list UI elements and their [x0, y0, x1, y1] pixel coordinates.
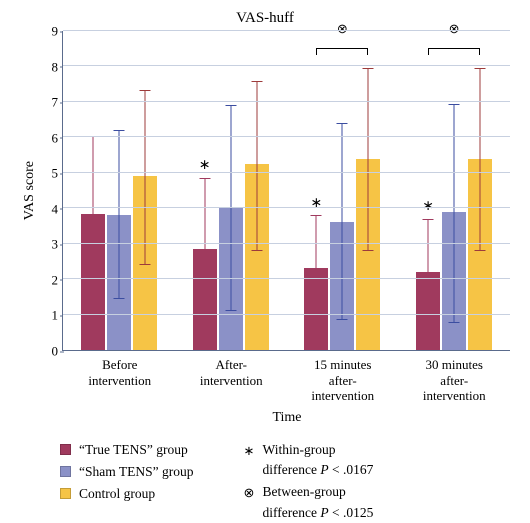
x-tick: Before intervention	[64, 351, 176, 404]
legend-symbol: ∗	[244, 441, 255, 461]
between-group-marker: ⊗	[449, 22, 460, 35]
y-tick: 1	[52, 309, 59, 322]
error-bar	[92, 136, 93, 294]
error-bar	[316, 215, 317, 325]
legend-item: “True TENS” group	[60, 440, 194, 460]
between-group-bracket	[428, 48, 480, 54]
y-tick: 7	[52, 96, 59, 109]
gridline	[63, 243, 510, 244]
gridline	[63, 65, 510, 66]
bar-group	[63, 31, 175, 350]
bar-sham	[107, 31, 131, 350]
y-tick: 2	[52, 273, 59, 286]
legend-swatch	[60, 444, 71, 455]
legend-label: Between-group difference P < .0125	[263, 482, 374, 523]
bar-true	[81, 31, 105, 350]
bar-groups: ∗∗⊗∗⊗	[63, 31, 510, 350]
legend-label: “True TENS” group	[79, 440, 188, 460]
y-tick: 3	[52, 238, 59, 251]
error-bar	[144, 90, 145, 265]
bar-true	[416, 31, 440, 350]
error-bar	[118, 130, 119, 298]
gridline	[63, 207, 510, 208]
error-bar	[480, 68, 481, 251]
gridline	[63, 30, 510, 31]
chart-title: VAS-huff	[20, 10, 510, 27]
y-axis-label: VAS score	[20, 161, 38, 220]
y-tick: 6	[52, 131, 59, 144]
error-bar	[342, 123, 343, 320]
gridline	[63, 278, 510, 279]
bar-sham	[442, 31, 466, 350]
legend-symbol: ⊗	[244, 483, 255, 503]
bar-group: ∗⊗	[398, 31, 510, 350]
bar-group: ∗⊗	[287, 31, 399, 350]
legend-annotation: ⊗ Between-group difference P < .0125	[244, 482, 374, 523]
legend-swatch	[60, 488, 71, 499]
error-bar	[256, 81, 257, 251]
bar-control	[468, 31, 492, 350]
bar-control	[133, 31, 157, 350]
bar-control	[245, 31, 269, 350]
plot: ∗∗⊗∗⊗	[62, 31, 510, 351]
within-group-marker: ∗	[311, 197, 323, 211]
gridline	[63, 314, 510, 315]
y-tick: 8	[52, 60, 59, 73]
y-axis: 0123456789	[38, 31, 62, 351]
legend-swatch	[60, 466, 71, 477]
bar-true	[193, 31, 217, 350]
bar-true	[304, 31, 328, 350]
bar-sham	[219, 31, 243, 350]
x-tick: 30 minutes after- intervention	[399, 351, 511, 404]
legend-annotation: ∗ Within-group difference P < .0167	[244, 440, 374, 481]
x-axis-ticks: Before interventionAfter- intervention15…	[64, 351, 510, 404]
bar-group: ∗	[175, 31, 287, 350]
legend-label: Control group	[79, 484, 155, 504]
gridline	[63, 172, 510, 173]
y-tick: 0	[52, 345, 59, 358]
gridline	[63, 101, 510, 102]
error-bar	[368, 68, 369, 251]
legend: “True TENS” group“Sham TENS” groupContro…	[60, 440, 510, 523]
x-axis-label: Time	[64, 410, 510, 426]
y-tick: 9	[52, 25, 59, 38]
y-tick: 5	[52, 167, 59, 180]
between-group-bracket	[316, 48, 368, 54]
x-tick: 15 minutes after- intervention	[287, 351, 399, 404]
legend-item: Control group	[60, 484, 194, 504]
figure: VAS-huff VAS score 0123456789 ∗∗⊗∗⊗ Befo…	[0, 0, 530, 504]
legend-label: Within-group difference P < .0167	[263, 440, 374, 481]
error-bar	[204, 178, 205, 318]
error-bar	[428, 219, 429, 325]
legend-label: “Sham TENS” group	[79, 462, 194, 482]
between-group-marker: ⊗	[337, 22, 348, 35]
legend-series: “True TENS” group“Sham TENS” groupContro…	[60, 440, 194, 523]
bar-sham	[330, 31, 354, 350]
legend-annotations: ∗ Within-group difference P < .0167 ⊗ Betwe…	[244, 440, 374, 523]
x-tick: After- intervention	[176, 351, 288, 404]
legend-item: “Sham TENS” group	[60, 462, 194, 482]
gridline	[63, 136, 510, 137]
plot-area: VAS score 0123456789 ∗∗⊗∗⊗	[20, 31, 510, 351]
y-tick: 4	[52, 202, 59, 215]
bar-control	[356, 31, 380, 350]
